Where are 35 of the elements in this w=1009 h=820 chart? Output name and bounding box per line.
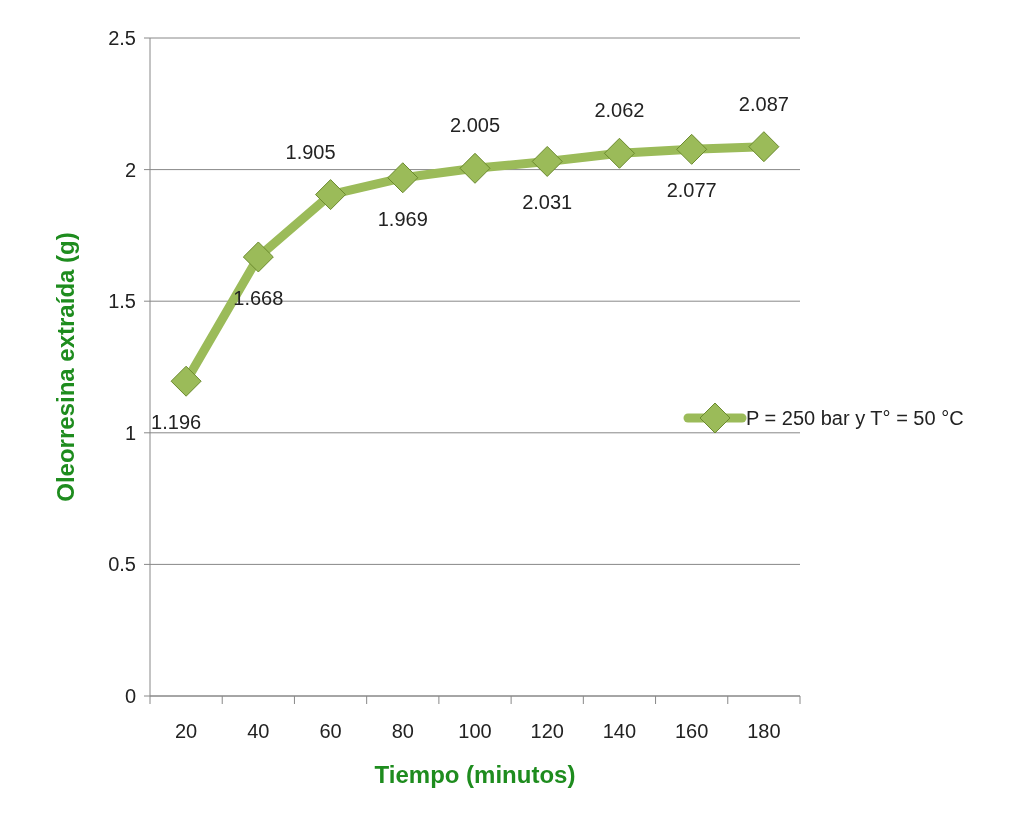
data-label: 1.905 <box>285 140 336 163</box>
data-label: 2.005 <box>449 114 501 137</box>
data-label: 2.087 <box>738 92 789 115</box>
y-axis-title: Oleorresina extraída (g) <box>52 232 79 502</box>
x-tick-label: 120 <box>530 720 564 742</box>
x-tick-label: 20 <box>174 720 198 742</box>
x-tick-label: 140 <box>602 720 637 742</box>
data-label: 2.031 <box>522 191 573 214</box>
y-tick-label: 2 <box>124 158 136 181</box>
legend-label: P = 250 bar y T° = 50 °C <box>746 407 964 429</box>
x-tick-label: 40 <box>247 720 270 742</box>
x-tick-label: 180 <box>747 720 781 742</box>
data-label: 1.196 <box>151 411 202 434</box>
y-tick-label: 0 <box>124 685 136 707</box>
x-tick-label: 100 <box>458 720 492 742</box>
y-tick-label: 1 <box>124 421 136 444</box>
point <box>315 179 347 211</box>
x-axis-title: Tiempo (minutos) <box>374 761 576 788</box>
point <box>242 241 274 273</box>
data-label: 2.062 <box>594 99 645 122</box>
x-tick-label: 160 <box>674 720 709 742</box>
point <box>459 152 491 184</box>
point <box>170 365 202 397</box>
point <box>387 162 419 194</box>
data-label: 2.077 <box>666 179 717 202</box>
y-tick-label: 1.5 <box>108 290 136 313</box>
point <box>531 145 563 177</box>
point <box>603 137 635 169</box>
x-tick-label: 60 <box>319 720 342 742</box>
x-tick-label: 80 <box>391 720 414 742</box>
y-tick-label: 2.5 <box>108 27 136 49</box>
y-tick-label: 0.5 <box>108 553 136 576</box>
data-label: 1.969 <box>377 207 428 230</box>
point <box>748 131 780 163</box>
point <box>676 133 708 165</box>
